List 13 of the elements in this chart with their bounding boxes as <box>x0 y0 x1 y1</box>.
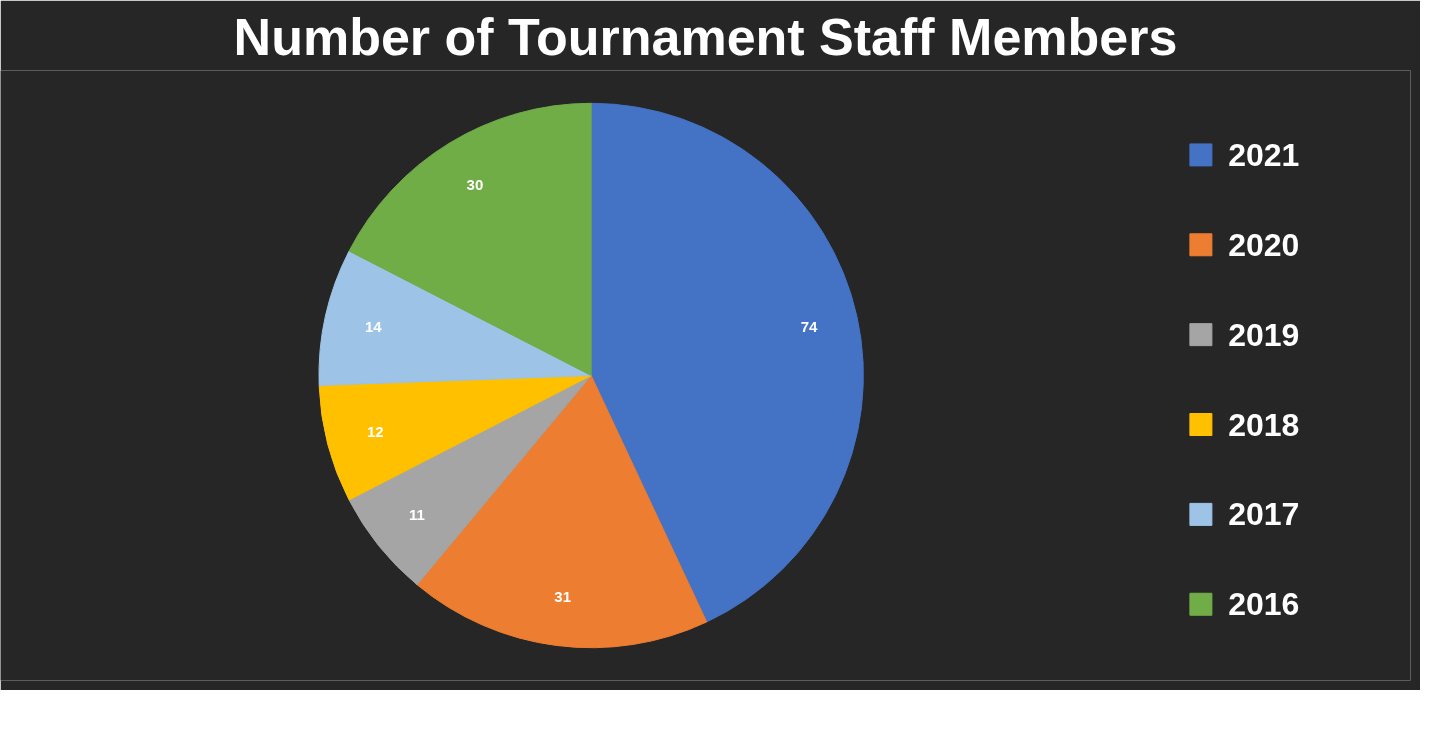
legend-label: 2021 <box>1228 136 1300 173</box>
data-label: 11 <box>409 506 425 524</box>
legend-label: 2017 <box>1228 496 1300 533</box>
data-label: 14 <box>364 317 383 335</box>
legend-label: 2020 <box>1228 226 1300 263</box>
legend-label: 2018 <box>1228 406 1300 443</box>
data-label: 74 <box>800 317 819 335</box>
data-label: 30 <box>466 175 484 193</box>
data-label: 31 <box>554 587 572 605</box>
legend-label: 2016 <box>1228 586 1300 623</box>
chart-title: Number of Tournament Staff Members <box>233 7 1178 66</box>
data-label: 12 <box>366 422 384 440</box>
legend-label: 2019 <box>1228 316 1300 353</box>
